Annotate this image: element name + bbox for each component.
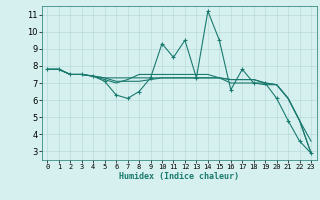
X-axis label: Humidex (Indice chaleur): Humidex (Indice chaleur) [119,172,239,181]
